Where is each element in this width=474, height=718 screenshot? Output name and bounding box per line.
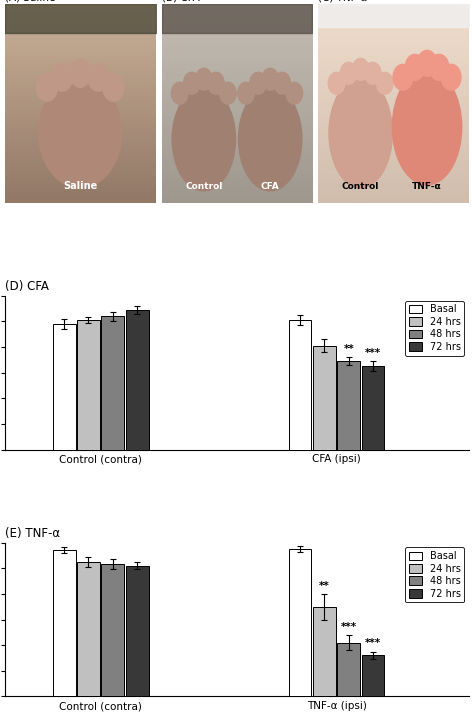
Bar — [313, 607, 336, 696]
Circle shape — [70, 60, 91, 88]
Text: **: ** — [319, 581, 330, 591]
Bar — [337, 361, 360, 449]
Legend: Basal, 24 hrs, 48 hrs, 72 hrs: Basal, 24 hrs, 48 hrs, 72 hrs — [405, 301, 465, 355]
Text: ***: *** — [365, 638, 381, 648]
Text: Control: Control — [185, 182, 222, 191]
Bar — [101, 316, 124, 449]
Text: ***: *** — [341, 622, 357, 632]
Bar — [126, 309, 148, 449]
Circle shape — [405, 55, 425, 80]
Text: (D) CFA: (D) CFA — [5, 280, 49, 293]
Bar — [53, 550, 75, 696]
Bar — [289, 320, 311, 449]
Circle shape — [376, 73, 393, 94]
Circle shape — [36, 73, 57, 101]
Ellipse shape — [39, 78, 122, 188]
Text: (B) CFA: (B) CFA — [162, 0, 200, 3]
Circle shape — [250, 73, 266, 94]
Circle shape — [274, 73, 291, 94]
Circle shape — [183, 73, 200, 94]
Text: (A) Saline: (A) Saline — [5, 0, 55, 3]
Bar — [362, 656, 384, 696]
Bar — [53, 324, 75, 449]
Text: **: ** — [343, 344, 354, 354]
Bar — [289, 549, 311, 696]
Text: (E) TNF-α: (E) TNF-α — [5, 527, 60, 540]
Legend: Basal, 24 hrs, 48 hrs, 72 hrs: Basal, 24 hrs, 48 hrs, 72 hrs — [405, 547, 465, 602]
Circle shape — [262, 68, 279, 90]
Bar — [77, 561, 100, 696]
Text: Saline: Saline — [63, 181, 97, 191]
Text: TNF-α: TNF-α — [412, 182, 442, 191]
Text: ***: *** — [365, 348, 381, 358]
Circle shape — [393, 65, 413, 90]
Circle shape — [196, 68, 212, 90]
Bar — [337, 643, 360, 696]
Bar — [362, 366, 384, 449]
Bar — [126, 566, 148, 696]
Circle shape — [103, 73, 124, 101]
Circle shape — [328, 73, 345, 94]
Bar — [313, 346, 336, 449]
Circle shape — [286, 83, 302, 104]
Circle shape — [352, 58, 369, 80]
Ellipse shape — [392, 70, 462, 185]
Ellipse shape — [329, 78, 392, 188]
Circle shape — [52, 63, 73, 91]
Bar — [77, 320, 100, 449]
Circle shape — [219, 83, 236, 104]
Circle shape — [417, 50, 437, 76]
Text: CFA: CFA — [261, 182, 280, 191]
Circle shape — [208, 73, 224, 94]
Text: (C) TNF-α: (C) TNF-α — [319, 0, 367, 3]
Ellipse shape — [172, 88, 236, 191]
Circle shape — [238, 83, 255, 104]
Circle shape — [429, 55, 449, 80]
Ellipse shape — [238, 88, 302, 191]
Circle shape — [88, 63, 109, 91]
Text: Control: Control — [342, 182, 379, 191]
Circle shape — [441, 65, 461, 90]
Circle shape — [340, 62, 357, 84]
Bar — [101, 564, 124, 696]
Circle shape — [172, 83, 188, 104]
Circle shape — [365, 62, 381, 84]
